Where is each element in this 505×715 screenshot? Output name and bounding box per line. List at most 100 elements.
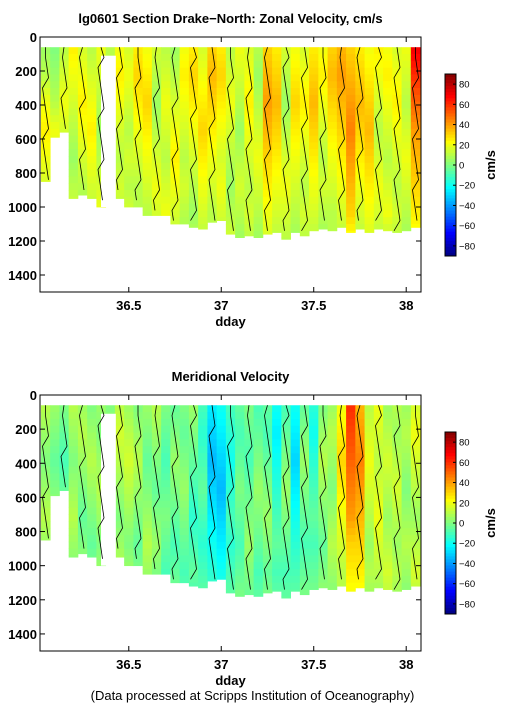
heatmap-cell: [309, 74, 319, 82]
heatmap-cell: [198, 493, 208, 502]
heatmap-cell: [346, 412, 356, 420]
heatmap-cell: [253, 459, 264, 468]
colorbar-segment: [445, 140, 456, 145]
heatmap-cell: [142, 446, 153, 454]
heatmap-cell: [77, 156, 88, 164]
heatmap-cell: [355, 94, 365, 102]
heatmap-cell: [198, 156, 208, 164]
heatmap-cell: [161, 541, 171, 549]
heatmap-cell: [198, 500, 208, 509]
heatmap-cell: [235, 473, 245, 481]
heatmap-cell: [216, 459, 227, 468]
heatmap-cell: [244, 555, 255, 563]
heatmap-cell: [87, 169, 97, 177]
heatmap-cell: [50, 439, 60, 447]
colorbar-segment: [445, 468, 456, 472]
colorbar-segment: [445, 541, 456, 545]
heatmap-cell: [40, 453, 51, 461]
heatmap-cell: [281, 115, 292, 123]
heatmap-cell: [318, 162, 328, 170]
heatmap-cell: [383, 122, 393, 130]
heatmap-cell: [59, 412, 70, 420]
heatmap-cell: [77, 507, 88, 515]
heatmap-cell: [40, 432, 51, 440]
heatmap-cell: [170, 60, 181, 68]
heatmap-cell: [87, 480, 97, 488]
heatmap-cell: [383, 548, 393, 556]
heatmap-cell: [318, 555, 328, 563]
heatmap-cell: [355, 473, 365, 481]
heatmap-cell: [410, 224, 421, 228]
heatmap-cell: [170, 562, 181, 570]
heatmap-cell: [355, 412, 365, 420]
heatmap-cell: [253, 534, 264, 543]
heatmap-cell: [124, 203, 134, 208]
heatmap-cell: [142, 425, 153, 433]
heatmap-cell: [87, 500, 97, 509]
heatmap-cell: [216, 548, 227, 556]
heatmap-cell: [290, 101, 301, 109]
heatmap-cell: [364, 493, 375, 502]
heatmap-cell: [290, 162, 301, 170]
heatmap-cell: [68, 67, 79, 75]
heatmap-cell: [364, 156, 375, 164]
heatmap-cell: [281, 534, 292, 543]
heatmap-cell: [188, 439, 199, 447]
heatmap-cell: [392, 176, 402, 184]
heatmap-cell: [253, 548, 264, 556]
colorbar-segment: [445, 119, 456, 123]
heatmap-cell: [355, 60, 365, 68]
y-tick-label: 1000: [8, 559, 37, 574]
heatmap-cell: [281, 101, 292, 109]
heatmap-cell: [364, 176, 375, 184]
contour-line: [356, 405, 364, 580]
heatmap-cell: [68, 47, 79, 55]
heatmap-cell: [262, 405, 273, 413]
heatmap-cell: [225, 135, 236, 143]
colorbar-segment: [445, 243, 456, 248]
heatmap-cell: [188, 115, 199, 123]
heatmap-cell: [188, 521, 199, 529]
heatmap-cell: [262, 555, 273, 563]
heatmap-cell: [309, 169, 319, 177]
heatmap-cell: [392, 230, 402, 233]
heatmap-cell: [281, 555, 292, 563]
colorbar-segment: [445, 231, 456, 236]
heatmap-cell: [346, 425, 356, 433]
heatmap-cell: [225, 190, 236, 198]
heatmap-cell: [198, 67, 208, 75]
heatmap-cell: [161, 94, 171, 102]
heatmap-cell: [392, 190, 402, 198]
heatmap-cell: [170, 101, 181, 109]
heatmap-cell: [290, 54, 301, 62]
heatmap-cell: [133, 425, 144, 433]
heatmap-cell: [272, 575, 282, 584]
heatmap-cell: [299, 425, 310, 433]
heatmap-cell: [124, 514, 134, 522]
heatmap-cell: [87, 432, 97, 440]
heatmap-cell: [327, 142, 338, 150]
heatmap-cell: [198, 412, 208, 420]
heatmap-cell: [336, 582, 347, 587]
heatmap-cell: [114, 115, 125, 123]
heatmap-cell: [346, 575, 356, 584]
heatmap-cell: [151, 156, 162, 164]
heatmap-cell: [272, 500, 282, 509]
heatmap-cell: [373, 149, 384, 157]
y-tick-label: 800: [15, 166, 37, 181]
heatmap-cell: [133, 67, 144, 75]
heatmap-cell: [253, 562, 264, 570]
heatmap-cell: [290, 446, 301, 454]
heatmap-cell: [253, 54, 264, 62]
heatmap-cell: [179, 500, 190, 509]
heatmap-cell: [244, 453, 255, 461]
contour-line: [338, 405, 345, 580]
heatmap-cell: [161, 569, 171, 575]
heatmap-cell: [410, 60, 421, 68]
colorbar-segment: [445, 459, 456, 463]
contour-line: [42, 47, 49, 180]
heatmap-cell: [40, 88, 51, 96]
heatmap-cell: [179, 412, 190, 420]
heatmap-cell: [290, 412, 301, 420]
heatmap-cell: [170, 115, 181, 123]
